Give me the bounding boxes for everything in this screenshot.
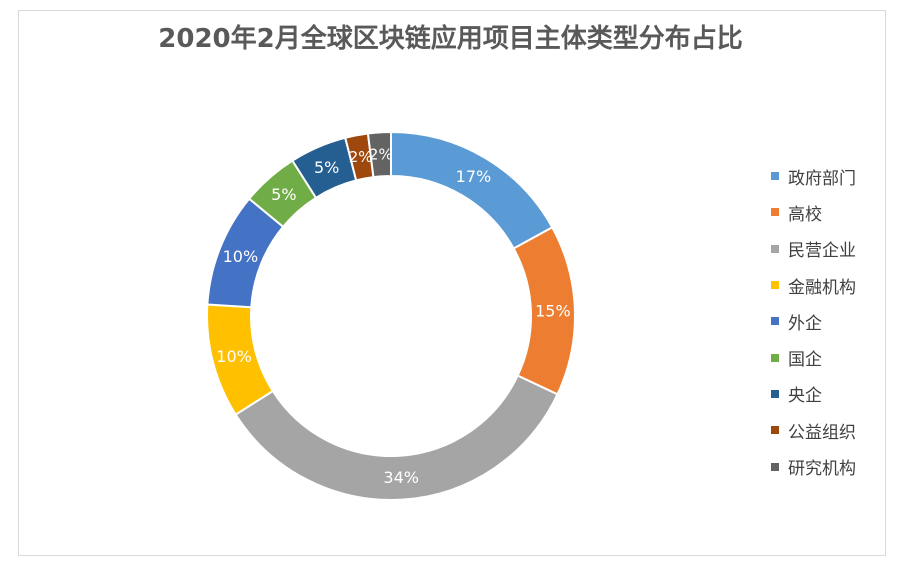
legend-swatch — [771, 426, 779, 435]
legend-item: 外企 — [771, 303, 856, 339]
legend-item: 民营企业 — [771, 231, 856, 267]
legend-swatch — [771, 281, 779, 290]
legend-swatch — [771, 208, 779, 217]
legend-label: 民营企业 — [788, 241, 856, 262]
data-label-1: 17% — [456, 167, 492, 186]
data-label-3: 34% — [383, 468, 419, 487]
legend-item: 央企 — [771, 376, 856, 412]
legend-item: 国企 — [771, 339, 856, 375]
data-label-5: 10% — [223, 247, 259, 266]
legend-label: 高校 — [788, 204, 822, 225]
legend-item: 高校 — [771, 194, 856, 230]
legend-label: 政府部门 — [788, 168, 856, 189]
data-label-8: 2% — [349, 148, 373, 166]
slice-1 — [390, 130, 554, 250]
legend-swatch — [771, 244, 779, 253]
legend-item: 公益组织 — [771, 412, 856, 448]
data-label-4: 10% — [216, 347, 252, 366]
legend-item: 研究机构 — [771, 448, 856, 484]
data-label-7: 5% — [314, 158, 339, 177]
legend: 政府部门高校民营企业金融机构外企国企央企公益组织研究机构 — [771, 158, 856, 485]
slice-9 — [366, 130, 392, 179]
legend-swatch — [771, 389, 779, 398]
legend-label: 外企 — [788, 313, 822, 334]
legend-label: 央企 — [788, 386, 822, 407]
legend-swatch — [771, 462, 779, 471]
legend-swatch — [771, 353, 779, 362]
legend-label: 研究机构 — [788, 459, 856, 480]
legend-swatch — [771, 317, 779, 326]
chart-title: 2020年2月全球区块链应用项目主体类型分布占比 — [158, 24, 743, 54]
legend-label: 公益组织 — [788, 422, 856, 443]
legend-label: 国企 — [788, 350, 822, 371]
legend-swatch — [771, 172, 779, 181]
legend-label: 金融机构 — [788, 277, 856, 298]
data-label-2: 15% — [535, 301, 571, 320]
data-label-9: 2% — [369, 145, 393, 163]
legend-item: 政府部门 — [771, 158, 856, 194]
data-label-6: 5% — [271, 185, 296, 204]
legend-item: 金融机构 — [771, 267, 856, 303]
